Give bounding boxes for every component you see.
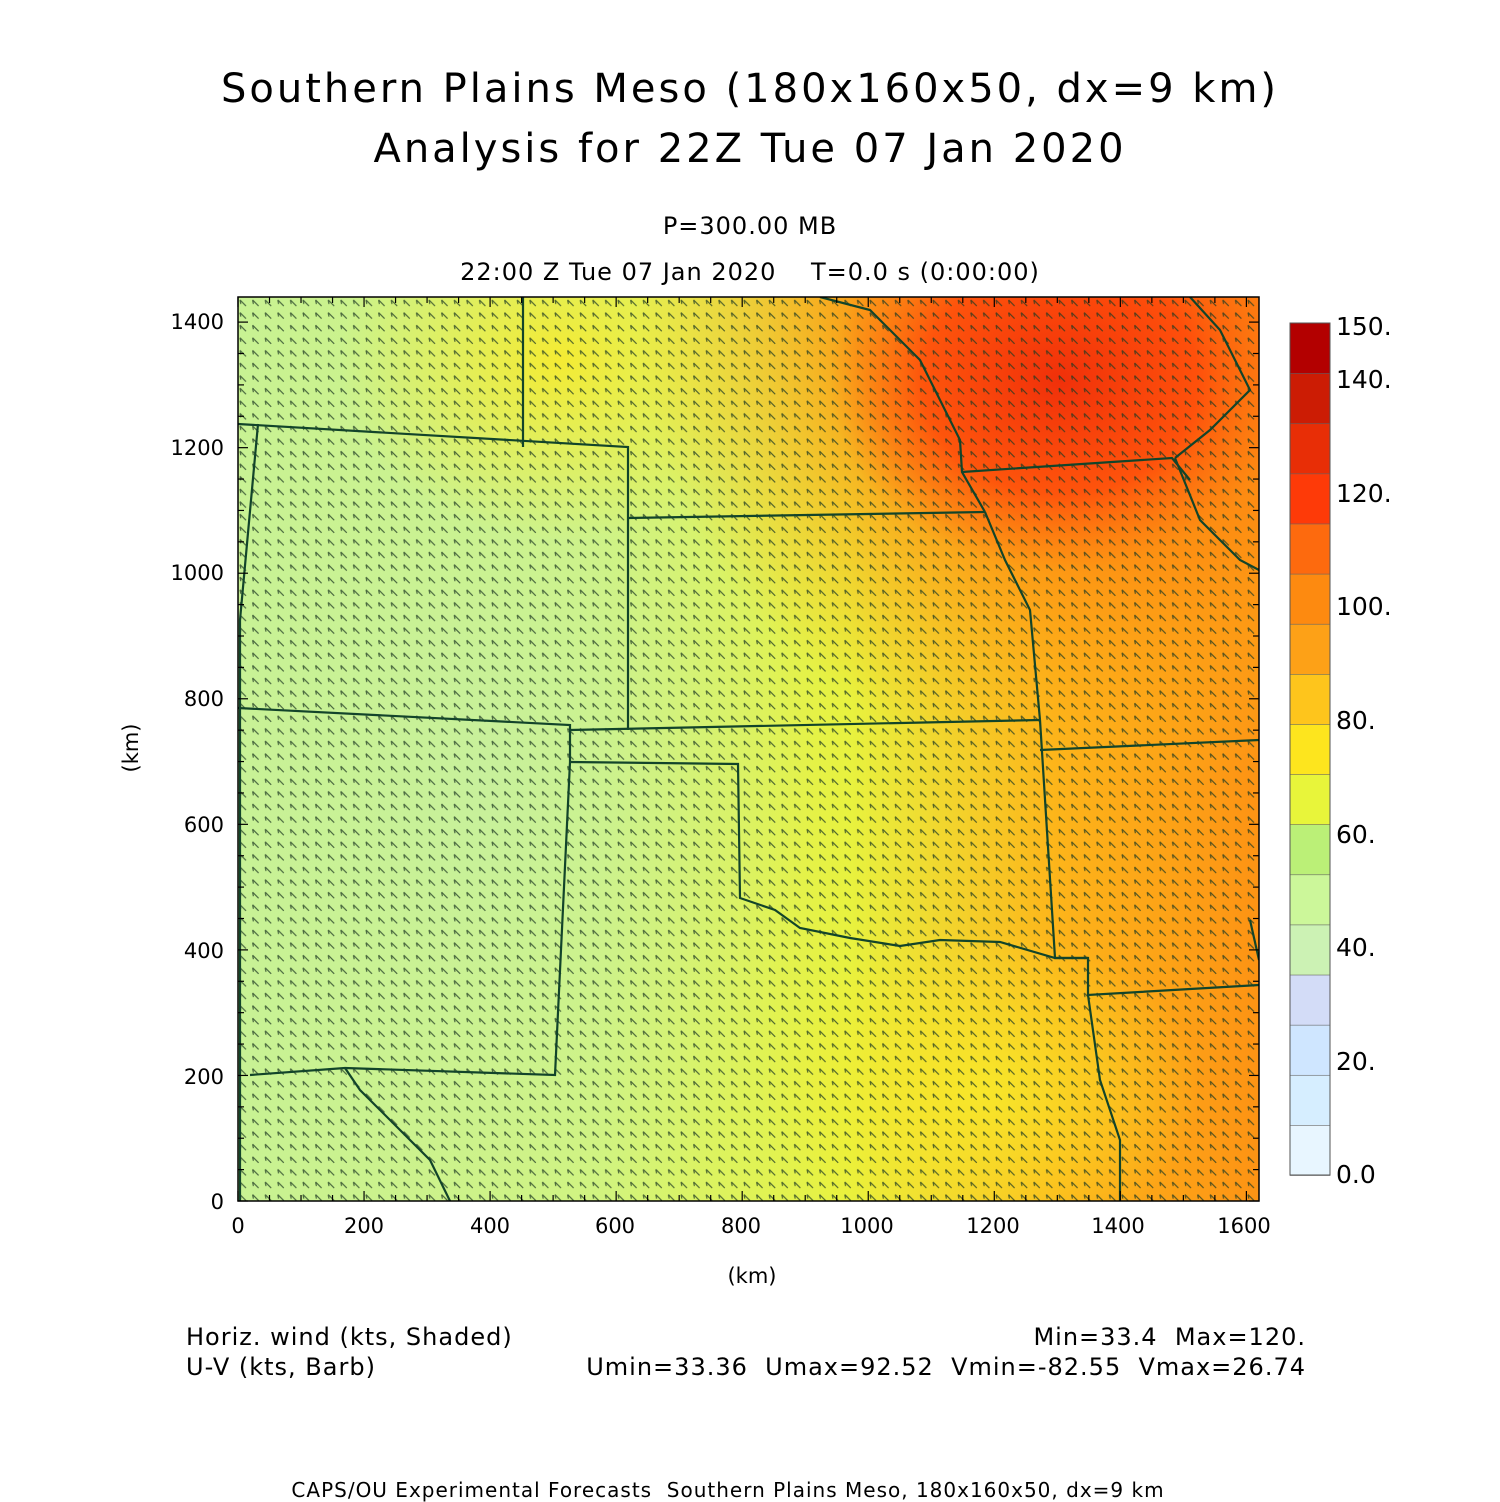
wind-barbs <box>238 297 1259 1201</box>
colorbar-band <box>1289 1124 1331 1176</box>
y-tick-label: 1400 <box>171 310 224 334</box>
state-boundaries <box>238 297 1259 1201</box>
y-tick-label: 0 <box>211 1190 224 1214</box>
footer-credit: CAPS/OU Experimental Forecasts Southern … <box>291 1478 1165 1502</box>
pressure-level: P=300.00 MB <box>662 212 838 240</box>
x-tick-label: 1200 <box>966 1214 1019 1238</box>
colorbar-band <box>1289 322 1331 374</box>
colorbar-band <box>1289 723 1331 775</box>
colorbar-band <box>1289 974 1331 1026</box>
uv-min-max-label: Umin=33.36 Umax=92.52 Vmin=-82.55 Vmax=2… <box>586 1353 1306 1381</box>
x-tick-label: 200 <box>344 1214 384 1238</box>
colorbar-label: 140. <box>1336 365 1392 394</box>
wind-speed-shading <box>238 297 1259 1201</box>
colorbar <box>1289 322 1331 1176</box>
x-tick-label: 400 <box>470 1214 510 1238</box>
colorbar-band <box>1289 623 1331 675</box>
title-line2: Analysis for 22Z Tue 07 Jan 2020 <box>373 126 1127 172</box>
colorbar-labels: 0.0 20. 40. 60. 80. 100. 120. 140. 150. <box>1336 312 1392 1189</box>
colorbar-band <box>1289 673 1331 725</box>
valid-time: 22:00 Z Tue 07 Jan 2020 T=0.0 s (0:00:00… <box>460 258 1040 286</box>
min-max-label: Min=33.4 Max=120. <box>1033 1323 1306 1351</box>
x-tick-label: 1600 <box>1217 1214 1270 1238</box>
colorbar-label: 80. <box>1336 706 1376 735</box>
colorbar-label: 120. <box>1336 479 1392 508</box>
colorbar-band <box>1289 1074 1331 1126</box>
colorbar-band <box>1289 523 1331 575</box>
colorbar-label: 0.0 <box>1336 1160 1376 1189</box>
colorbar-label: 150. <box>1336 312 1392 341</box>
colorbar-band <box>1289 873 1331 926</box>
x-tick-label: 800 <box>721 1214 761 1238</box>
title-line1: Southern Plains Meso (180x160x50, dx=9 k… <box>220 66 1280 112</box>
colorbar-frame <box>1289 322 1331 1176</box>
colorbar-band <box>1289 773 1331 825</box>
colorbar-band <box>1289 422 1331 475</box>
y-tick-label: 400 <box>184 939 224 963</box>
colorbar-band <box>1289 372 1331 425</box>
x-tick-labels: 0 200 400 600 800 1000 1200 1400 1600 <box>231 1214 1270 1238</box>
x-tick-label: 600 <box>595 1214 635 1238</box>
y-axis-label: (km) <box>119 723 143 772</box>
colorbar-label: 100. <box>1336 592 1392 621</box>
field-shaded-label: Horiz. wind (kts, Shaded) <box>186 1323 513 1351</box>
colorbar-label: 40. <box>1336 933 1376 962</box>
x-tick-label: 1400 <box>1091 1214 1144 1238</box>
colorbar-band <box>1289 1024 1331 1076</box>
y-tick-labels: 0 200 400 600 800 1000 1200 1400 <box>171 310 224 1214</box>
axis-ticks <box>237 297 1259 1202</box>
x-axis-label: (km) <box>727 1264 776 1288</box>
plot-frame <box>237 296 1260 1202</box>
y-tick-label: 600 <box>184 813 224 837</box>
colorbar-band <box>1289 573 1331 625</box>
y-tick-label: 1000 <box>171 561 224 585</box>
colorbar-band <box>1289 823 1331 876</box>
colorbar-label: 60. <box>1336 820 1376 849</box>
colorbar-band <box>1289 473 1331 525</box>
x-tick-label: 1000 <box>840 1214 893 1238</box>
field-barb-label: U-V (kts, Barb) <box>186 1353 376 1381</box>
y-tick-label: 200 <box>184 1065 224 1089</box>
y-tick-label: 800 <box>184 687 224 711</box>
colorbar-band <box>1289 924 1331 976</box>
x-tick-label: 0 <box>231 1214 244 1238</box>
colorbar-label: 20. <box>1336 1047 1376 1076</box>
y-tick-label: 1200 <box>171 436 224 460</box>
